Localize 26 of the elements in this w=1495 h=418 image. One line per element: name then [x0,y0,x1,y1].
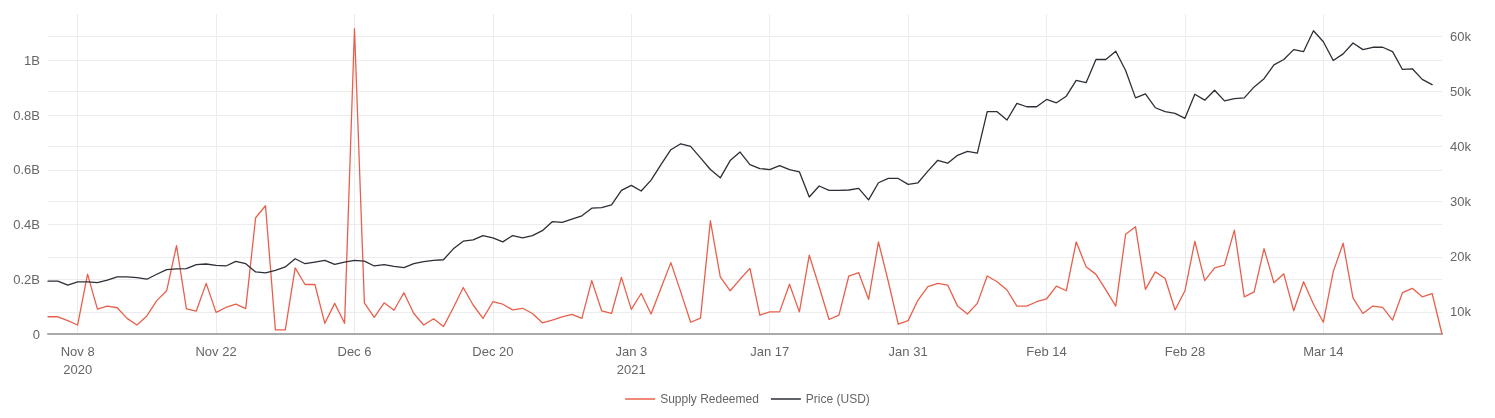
x-tick-label: Jan 3 2021 [615,343,648,377]
x-tick-label: Nov 22 [195,343,237,359]
y-tick-label: 0.4B [13,217,40,233]
x-tick-label: Mar 14 [1303,343,1344,359]
y2-tick-label: 50k [1450,83,1472,99]
y2-tick-label: 60k [1450,28,1472,44]
y-tick-label: 0.6B [13,162,40,178]
y2-tick-label: 10k [1450,304,1472,320]
x-tick-label: Nov 8 2020 [60,343,95,377]
x-tick-label: Feb 28 [1164,343,1206,359]
legend-label: Supply Redeemed [660,392,759,406]
line-series [47,28,1443,335]
y-tick-label: 0.8B [13,107,40,123]
x-tick-label: Jan 31 [888,343,928,359]
y-tick-label: 1B [24,53,40,68]
x-tick-label: Dec 6 [337,343,372,359]
y-tick-label: 0.2B [13,271,40,287]
legend-label: Price (USD) [805,392,870,406]
y2-tick-label: 30k [1450,194,1472,210]
x-tick-label: Dec 20 [472,343,514,359]
x-tick-label: Feb 14 [1026,343,1067,359]
x-tick-label: Jan 17 [750,343,790,359]
y2-tick-label: 20k [1450,249,1472,265]
y2-tick-label: 40k [1450,138,1472,154]
line-series [47,30,1433,286]
y-tick-label: 0 [32,326,40,342]
